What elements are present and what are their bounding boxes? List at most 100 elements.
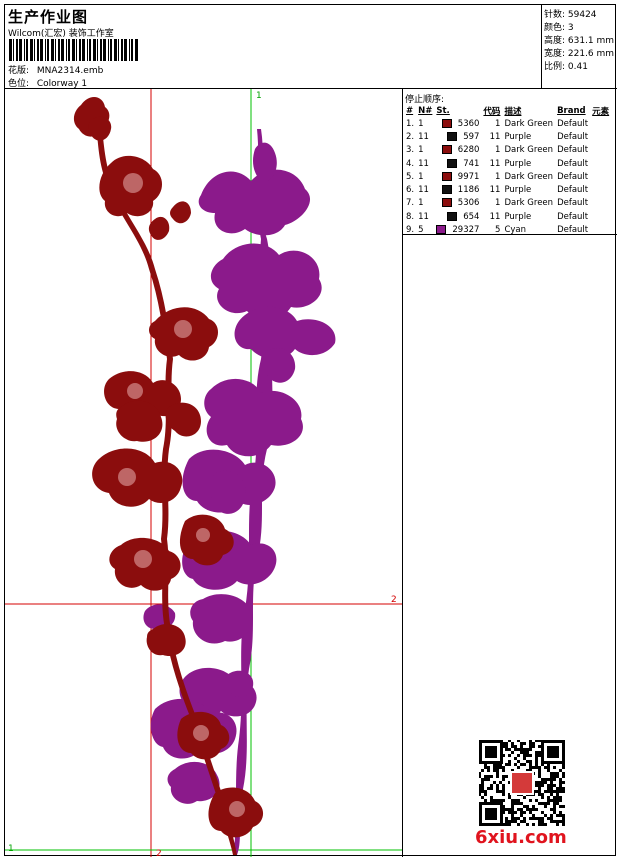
col-description: 描述 <box>504 106 522 117</box>
qr-module <box>550 790 553 793</box>
row-index: 9. <box>406 225 415 236</box>
qr-module <box>523 763 526 766</box>
row-description: Purple <box>504 158 532 169</box>
barcode-bar <box>13 39 14 61</box>
qr-module <box>499 766 502 769</box>
qr-module <box>484 775 487 778</box>
qr-module <box>541 784 544 787</box>
qr-module <box>547 802 550 805</box>
qr-module <box>502 742 505 745</box>
qr-module <box>550 820 553 823</box>
barcode-bar <box>24 39 25 61</box>
table-row: 6. 11 1186 11 Purple Default <box>404 183 611 196</box>
barcode-bar <box>135 39 138 61</box>
qr-module <box>559 784 562 787</box>
qr-module <box>562 772 565 775</box>
qr-module <box>511 751 514 754</box>
qr-module <box>502 787 505 790</box>
qr-module <box>520 751 523 754</box>
qr-module <box>529 748 532 751</box>
barcode-bar <box>55 39 56 61</box>
qr-module <box>529 799 532 802</box>
qr-module <box>544 802 547 805</box>
qr-module <box>529 740 532 742</box>
stitch-count-value: 654 <box>463 211 480 222</box>
qr-module <box>479 775 481 778</box>
qr-module <box>502 790 505 793</box>
qr-module <box>553 778 556 781</box>
row-needle: 1 <box>418 118 424 129</box>
barcode-bar <box>76 39 77 61</box>
row-needle: 11 <box>418 158 429 169</box>
qr-module <box>535 757 538 760</box>
qr-module <box>502 775 505 778</box>
qr-module <box>502 823 505 826</box>
qr-module <box>553 811 556 814</box>
qr-module <box>526 769 529 772</box>
barcode-bar <box>93 39 96 61</box>
qr-module <box>553 772 556 775</box>
qr-module <box>496 799 499 802</box>
qr-module <box>556 823 559 826</box>
qr-module <box>481 790 484 793</box>
qr-module <box>553 799 556 802</box>
row-description: Cyan <box>504 225 526 236</box>
qr-module <box>526 748 529 751</box>
row-brand: Default <box>557 131 589 142</box>
row-needle: 5 <box>418 225 424 236</box>
qr-module <box>547 778 550 781</box>
row-brand: Default <box>557 171 589 182</box>
qr-module <box>553 820 556 823</box>
table-row: 1. 1 5360 1 Dark Green Default <box>404 117 611 130</box>
qr-module <box>547 790 550 793</box>
qr-module <box>553 802 556 805</box>
row-color-and-stitches: 1186 <box>434 183 481 196</box>
col-stitches: St. <box>436 105 450 116</box>
qr-module <box>517 802 520 805</box>
row-color-and-stitches: 741 <box>434 157 481 170</box>
row-description: Purple <box>504 131 532 142</box>
barcode-bar <box>82 39 85 61</box>
site-watermark: 6xiu.com <box>475 827 567 848</box>
barcode-bar <box>124 39 127 61</box>
row-index: 3. <box>406 145 415 156</box>
row-element <box>590 197 611 210</box>
barcode-bar <box>68 39 70 61</box>
barcode-bar <box>37 39 39 61</box>
qr-module <box>502 811 505 814</box>
qr-module <box>532 808 535 811</box>
row-brand: Default <box>557 118 589 129</box>
stitch-count-value: 1186 <box>457 185 480 196</box>
qr-module <box>508 754 511 757</box>
qr-module <box>496 787 499 790</box>
qr-module <box>502 793 505 796</box>
row-brand: Default <box>557 198 589 209</box>
qr-module <box>511 820 514 823</box>
qr-module <box>547 817 550 820</box>
purple-vine <box>143 129 336 855</box>
qr-module <box>541 763 544 766</box>
qr-logo <box>512 773 532 793</box>
qr-module <box>508 796 511 799</box>
qr-module <box>496 763 499 766</box>
row-code: 1 <box>495 171 501 182</box>
qr-module <box>562 814 565 817</box>
color-swatch <box>441 145 452 155</box>
qr-module <box>484 766 487 769</box>
qr-module <box>541 781 544 784</box>
stitch-count-value: 5360 <box>457 118 480 129</box>
barcode-bar <box>108 39 109 61</box>
qr-module <box>532 805 535 808</box>
qr-module <box>511 745 514 748</box>
qr-module <box>505 823 508 826</box>
row-color-and-stitches: 654 <box>434 210 481 223</box>
qr-module <box>538 740 541 742</box>
qr-module <box>526 823 529 826</box>
barcode-bar <box>16 39 18 61</box>
row-description: Purple <box>504 211 532 222</box>
qr-module <box>550 781 553 784</box>
stitch-count-value: 597 <box>463 131 480 142</box>
red-axis-label-bottom: 2 <box>156 849 162 857</box>
design-preview: 1 1 2 2 <box>5 89 403 857</box>
table-row: 3. 1 6280 1 Dark Green Default <box>404 144 611 157</box>
